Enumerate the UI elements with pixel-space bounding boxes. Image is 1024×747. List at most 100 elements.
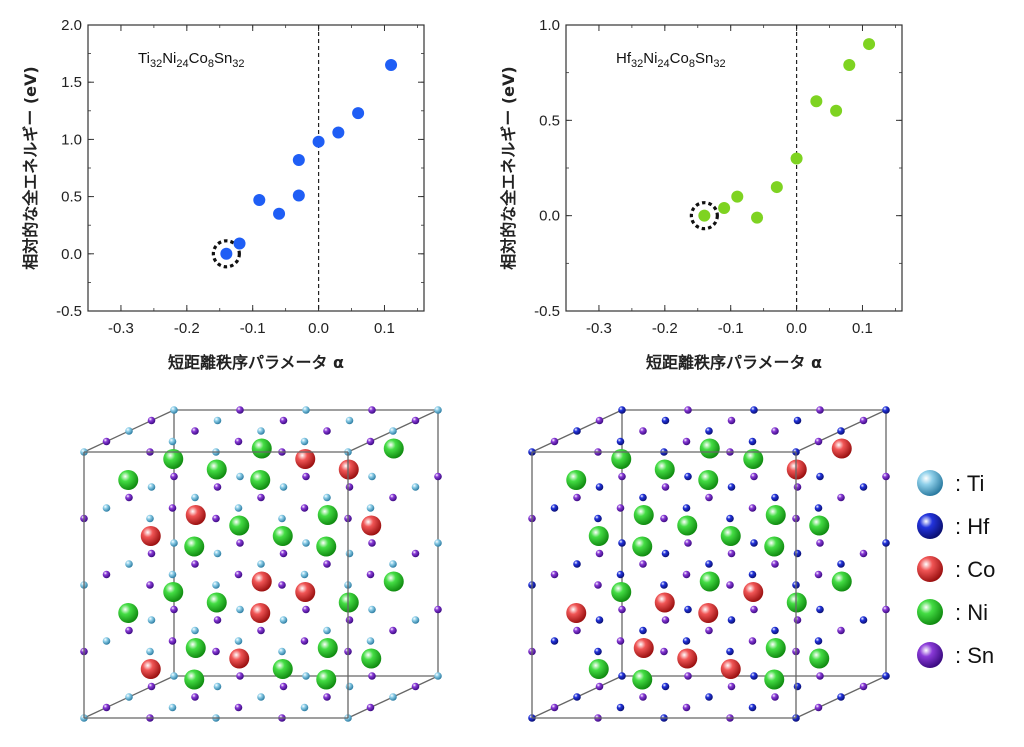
x-tick-label: -0.3 bbox=[586, 320, 612, 337]
legend-label: : Hf bbox=[955, 514, 990, 539]
atom bbox=[639, 693, 647, 701]
atom bbox=[684, 605, 692, 614]
atom bbox=[234, 437, 243, 446]
atom bbox=[566, 470, 587, 490]
atom bbox=[882, 406, 890, 414]
x-tick-label: 0.1 bbox=[852, 320, 873, 337]
atom bbox=[618, 472, 626, 481]
atom bbox=[316, 669, 337, 690]
atom bbox=[361, 515, 382, 536]
y-tick-label: -0.5 bbox=[56, 303, 82, 320]
atom bbox=[213, 416, 222, 425]
atom bbox=[550, 504, 559, 512]
atom bbox=[212, 514, 220, 523]
atom bbox=[147, 682, 156, 691]
atom bbox=[677, 515, 698, 536]
atom bbox=[859, 616, 868, 624]
atom bbox=[229, 648, 250, 669]
atom bbox=[573, 493, 581, 502]
legend-label: : Sn bbox=[955, 643, 994, 668]
atom bbox=[434, 539, 442, 547]
atom bbox=[771, 427, 779, 435]
atom bbox=[748, 703, 757, 712]
atom bbox=[366, 504, 375, 512]
atom bbox=[323, 560, 331, 568]
y-tick-label: 0.5 bbox=[61, 189, 82, 206]
atom bbox=[300, 703, 309, 712]
atom bbox=[368, 672, 376, 680]
data-point bbox=[863, 38, 876, 51]
atom bbox=[140, 659, 161, 679]
atom bbox=[236, 406, 244, 414]
atom bbox=[771, 560, 779, 568]
y-tick-label: 1.0 bbox=[61, 131, 82, 148]
atom bbox=[748, 504, 757, 512]
atom bbox=[814, 637, 823, 645]
atom bbox=[859, 483, 868, 491]
atom bbox=[618, 672, 626, 680]
atom bbox=[616, 504, 625, 512]
atom bbox=[295, 582, 316, 602]
crystal-structure-hf bbox=[528, 406, 890, 722]
atom bbox=[726, 581, 734, 589]
atom bbox=[743, 582, 764, 602]
atom bbox=[793, 483, 802, 491]
atom bbox=[345, 416, 354, 425]
atom bbox=[594, 514, 602, 523]
data-point bbox=[385, 59, 398, 72]
x-tick-label: 0.0 bbox=[308, 320, 329, 337]
atom bbox=[684, 472, 692, 481]
atom bbox=[588, 659, 609, 679]
atom bbox=[389, 560, 397, 568]
plot-frame bbox=[87, 24, 425, 312]
atom bbox=[573, 427, 581, 435]
atom bbox=[236, 605, 244, 614]
atom bbox=[594, 581, 602, 589]
atom bbox=[125, 560, 133, 568]
atom bbox=[118, 603, 139, 623]
atom bbox=[727, 483, 736, 491]
atom bbox=[168, 504, 177, 512]
data-point bbox=[233, 237, 246, 250]
atom bbox=[654, 592, 675, 613]
atom bbox=[338, 459, 359, 480]
atom bbox=[632, 669, 653, 690]
atom bbox=[705, 626, 713, 635]
atom bbox=[595, 416, 604, 425]
atom bbox=[633, 505, 654, 525]
atom bbox=[317, 638, 338, 658]
atom bbox=[234, 504, 243, 512]
data-point bbox=[751, 211, 764, 224]
legend-label: : Ti bbox=[955, 471, 984, 496]
atom bbox=[125, 626, 133, 635]
atom bbox=[882, 472, 890, 481]
x-axis-title: 短距離秩序パラメータ α bbox=[168, 353, 344, 372]
atom bbox=[727, 616, 736, 624]
atom bbox=[366, 437, 375, 446]
atom bbox=[882, 672, 890, 680]
atom bbox=[170, 672, 178, 680]
y-axis-title: 相対的な全エネルギー (eV) bbox=[499, 66, 518, 269]
atom bbox=[750, 539, 758, 547]
atom bbox=[257, 626, 265, 635]
atom bbox=[323, 693, 331, 701]
atom bbox=[323, 626, 331, 635]
data-point bbox=[352, 107, 365, 120]
legend-swatch bbox=[917, 599, 943, 625]
atom bbox=[837, 693, 845, 701]
atom bbox=[146, 581, 154, 589]
atom bbox=[278, 581, 286, 589]
atom bbox=[302, 406, 310, 414]
atom bbox=[338, 592, 359, 613]
atom bbox=[146, 647, 154, 656]
atom bbox=[682, 637, 691, 645]
legend-swatch bbox=[917, 556, 943, 582]
atom bbox=[411, 682, 420, 691]
atom bbox=[345, 549, 354, 558]
atom bbox=[639, 626, 647, 635]
atom bbox=[366, 637, 375, 645]
crystal-structure-ti bbox=[80, 406, 442, 722]
atom bbox=[661, 682, 670, 691]
atom bbox=[814, 703, 823, 712]
atom bbox=[184, 536, 205, 557]
